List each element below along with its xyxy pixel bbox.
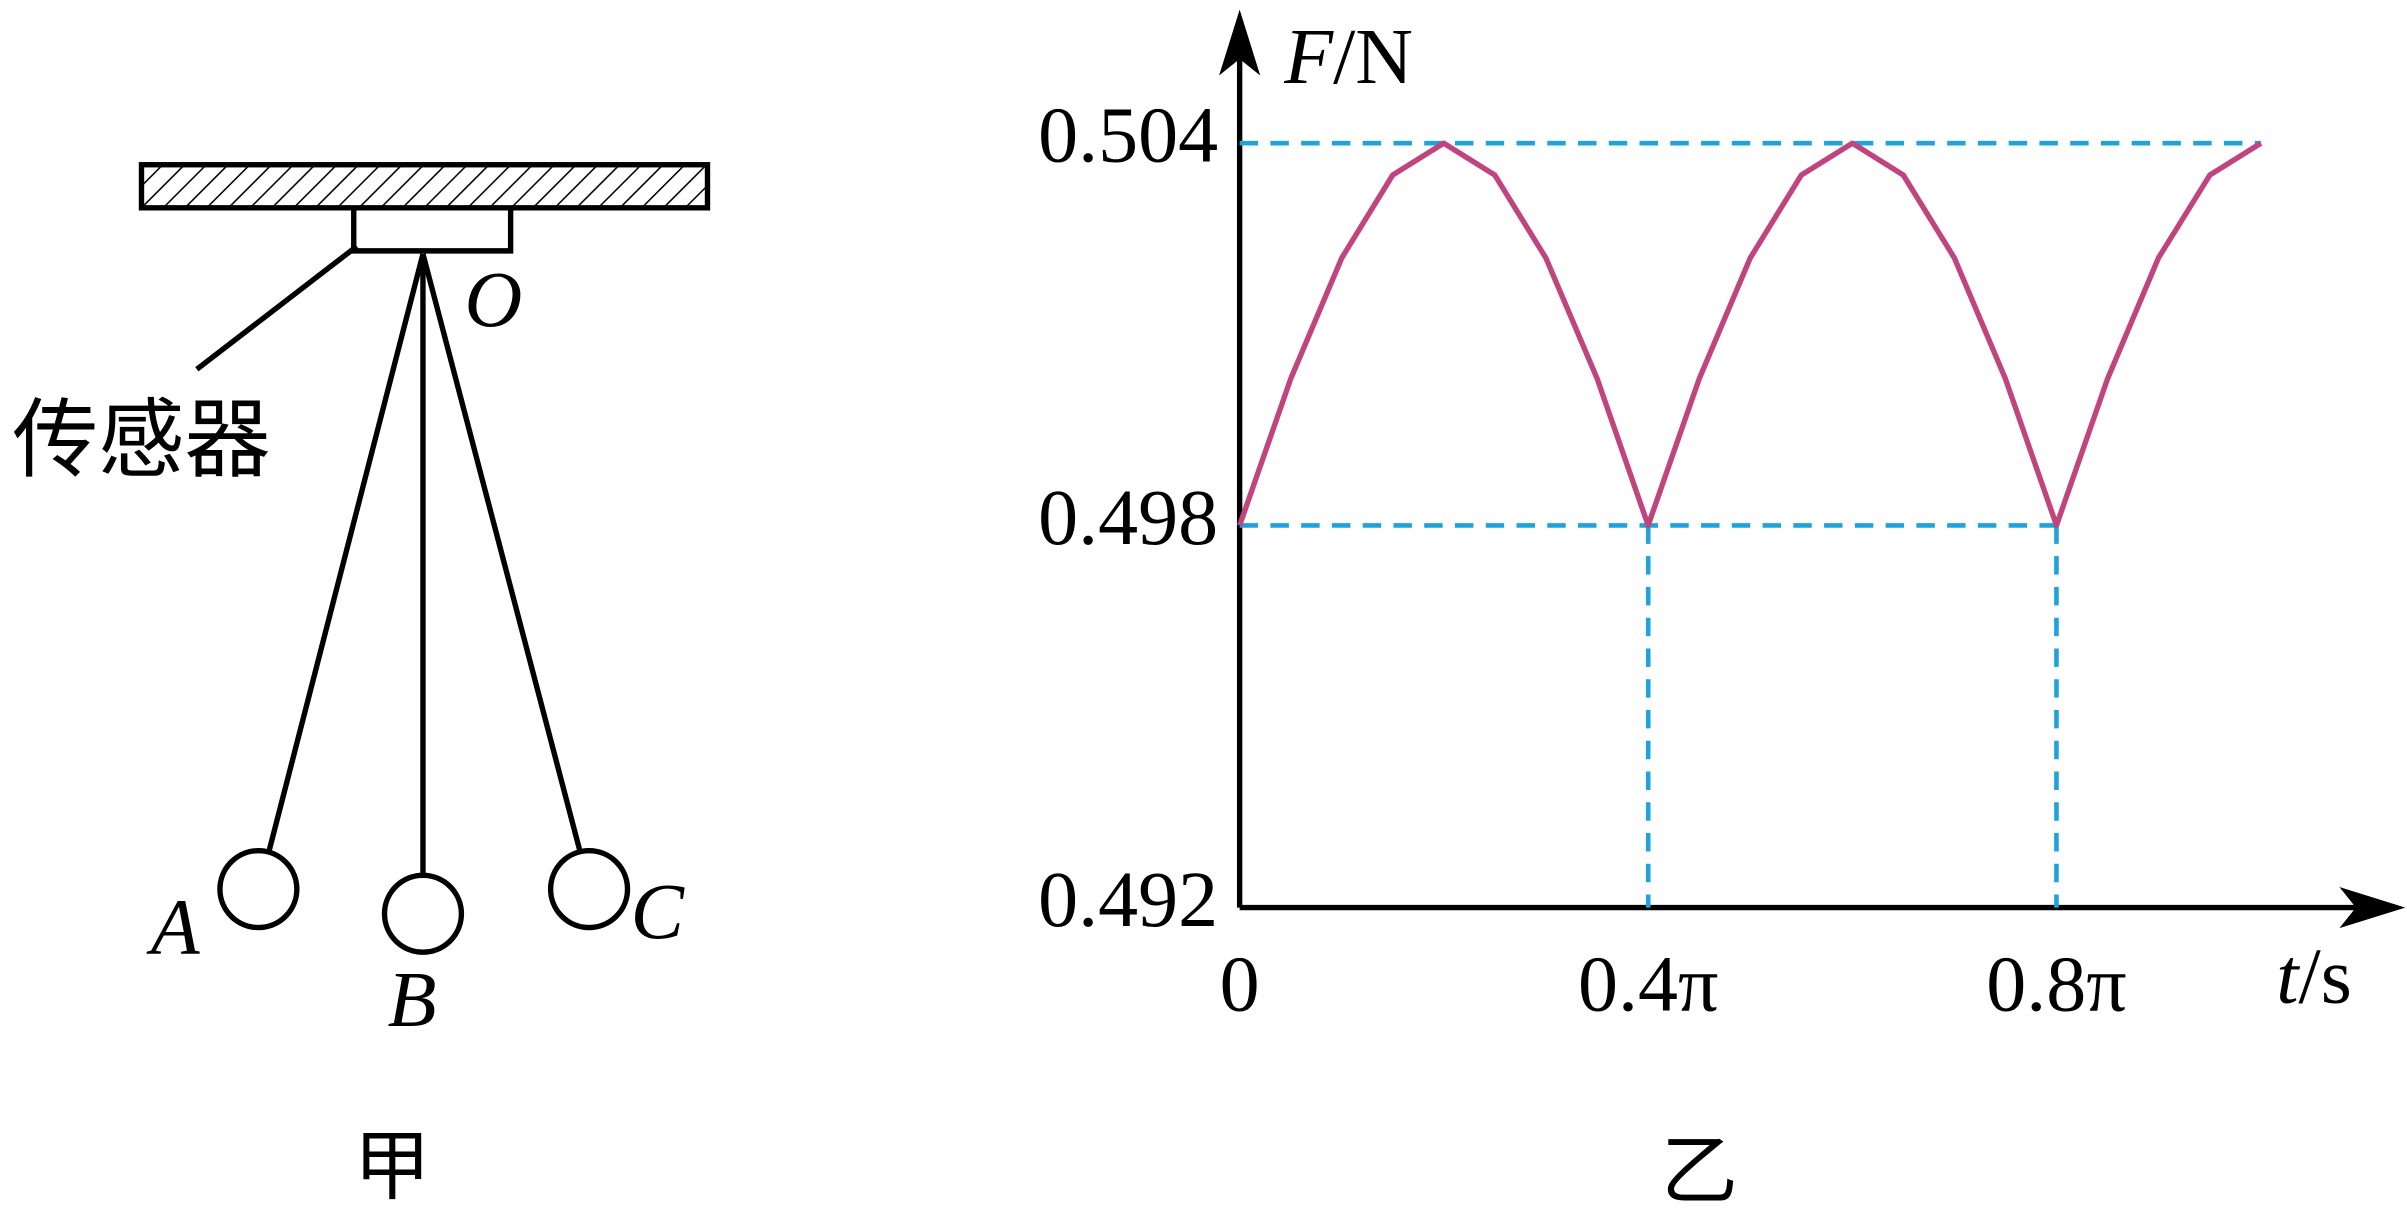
pendulum-diagram [138, 162, 711, 955]
ball-b [381, 872, 465, 955]
axes [1219, 9, 2406, 929]
x-axis-label: t/s [2276, 933, 2352, 1021]
ball-label: B [388, 956, 437, 1044]
sensor-box [351, 207, 514, 254]
y-arrow [1219, 9, 1261, 76]
ball-c [547, 848, 631, 931]
ceiling [138, 162, 711, 211]
x-axis-unit: /s [2298, 933, 2351, 1021]
x-tick-label: 0.8π [1986, 941, 2126, 1029]
x-tick-label: 0 [1220, 941, 1260, 1029]
curve [1237, 140, 2263, 529]
y-axis-label: F/N [1283, 13, 1413, 101]
x-arrow [2339, 887, 2406, 929]
y-tick-label: 0.492 [1038, 856, 1218, 944]
ball-a [217, 848, 300, 931]
y-tick-label: 0.504 [1038, 92, 1218, 180]
ball-label: A [146, 884, 201, 972]
y-tick-label: 0.498 [1038, 474, 1218, 562]
y-axis-unit: /N [1333, 13, 1413, 101]
caption: 乙 [1661, 1128, 1738, 1217]
point-label: O [464, 256, 522, 344]
x-axis-symbol: t [2276, 933, 2300, 1021]
x-tick-label: 0.4π [1578, 941, 1718, 1029]
string-a [266, 253, 426, 852]
caption: 甲 [354, 1123, 431, 1212]
sensor-label: 传感器 [12, 391, 270, 491]
y-axis-symbol: F [1283, 13, 1334, 101]
ball-label: C [631, 868, 686, 956]
leader-line [195, 244, 359, 372]
string-c [420, 253, 583, 852]
